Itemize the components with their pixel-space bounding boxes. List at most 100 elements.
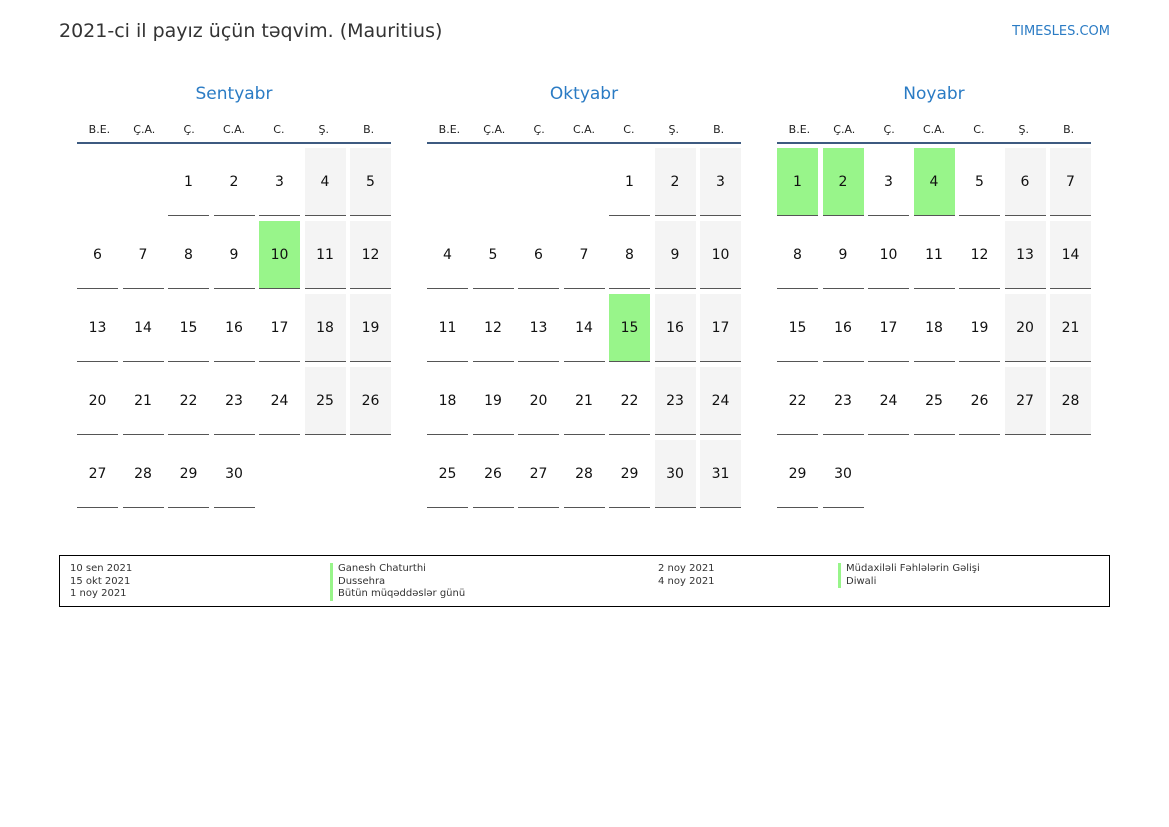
- day-cell[interactable]: 29: [168, 440, 209, 508]
- day-cell[interactable]: 21: [122, 367, 164, 435]
- day-cell[interactable]: 16: [822, 294, 864, 362]
- day-cell[interactable]: 14: [122, 294, 164, 362]
- day-cell[interactable]: 19: [472, 367, 514, 435]
- legend-entry: 2 noy 2021: [658, 563, 715, 574]
- day-cell[interactable]: 11: [427, 294, 468, 362]
- day-cell[interactable]: 28: [563, 440, 605, 508]
- day-cell[interactable]: 21: [1050, 294, 1091, 362]
- day-cell[interactable]: 22: [609, 367, 650, 435]
- holiday-day-cell[interactable]: 2: [822, 148, 864, 216]
- day-cell[interactable]: 16: [654, 294, 696, 362]
- day-cell[interactable]: 17: [259, 294, 300, 362]
- day-cell[interactable]: 14: [1050, 221, 1091, 289]
- day-cell[interactable]: 8: [777, 221, 818, 289]
- weekday-label: C.A.: [573, 122, 596, 136]
- day-cell[interactable]: 2: [654, 148, 696, 216]
- day-cell[interactable]: 26: [350, 367, 391, 435]
- weekday-label: C.: [273, 122, 285, 136]
- day-cell[interactable]: 17: [700, 294, 741, 362]
- holiday-day-cell[interactable]: 15: [609, 294, 650, 362]
- day-cell[interactable]: 6: [77, 221, 118, 289]
- day-cell[interactable]: 30: [213, 440, 255, 508]
- day-cell[interactable]: 30: [822, 440, 864, 508]
- day-cell[interactable]: 25: [913, 367, 955, 435]
- day-cell[interactable]: 10: [868, 221, 909, 289]
- day-cell[interactable]: 8: [609, 221, 650, 289]
- day-cell[interactable]: 18: [913, 294, 955, 362]
- day-cell[interactable]: 14: [563, 294, 605, 362]
- day-cell[interactable]: 4: [427, 221, 468, 289]
- page-title: 2021-ci il payız üçün təqvim. (Mauritius…: [59, 20, 443, 42]
- day-cell[interactable]: 12: [959, 221, 1000, 289]
- day-cell[interactable]: 26: [959, 367, 1000, 435]
- day-cell[interactable]: 3: [259, 148, 300, 216]
- day-cell[interactable]: 13: [1004, 221, 1046, 289]
- day-cell[interactable]: 9: [822, 221, 864, 289]
- day-cell[interactable]: 1: [609, 148, 650, 216]
- holiday-day-cell[interactable]: 10: [259, 221, 300, 289]
- month-name: Oktyabr: [549, 84, 619, 104]
- day-cell[interactable]: 1: [168, 148, 209, 216]
- day-cell[interactable]: 7: [1050, 148, 1091, 216]
- day-cell[interactable]: 11: [913, 221, 955, 289]
- day-cell[interactable]: 24: [868, 367, 909, 435]
- day-cell[interactable]: 19: [959, 294, 1000, 362]
- day-cell[interactable]: 20: [518, 367, 559, 435]
- day-cell[interactable]: 27: [518, 440, 559, 508]
- day-cell[interactable]: 18: [427, 367, 468, 435]
- day-cell[interactable]: 8: [168, 221, 209, 289]
- day-cell[interactable]: 19: [350, 294, 391, 362]
- day-cell[interactable]: 9: [213, 221, 255, 289]
- day-cell[interactable]: 6: [518, 221, 559, 289]
- day-cell[interactable]: 11: [304, 221, 346, 289]
- day-cell[interactable]: 30: [654, 440, 696, 508]
- day-cell[interactable]: 29: [777, 440, 818, 508]
- day-cell[interactable]: 22: [168, 367, 209, 435]
- day-cell[interactable]: 18: [304, 294, 346, 362]
- day-cell[interactable]: 7: [122, 221, 164, 289]
- day-cell[interactable]: 15: [168, 294, 209, 362]
- day-cell[interactable]: 23: [213, 367, 255, 435]
- day-cell[interactable]: 25: [427, 440, 468, 508]
- day-cell[interactable]: 27: [1004, 367, 1046, 435]
- legend-entry: 15 okt 2021: [70, 575, 131, 587]
- day-cell[interactable]: 29: [609, 440, 650, 508]
- day-cell[interactable]: 22: [777, 367, 818, 435]
- day-cell[interactable]: 23: [654, 367, 696, 435]
- day-cell[interactable]: 26: [472, 440, 514, 508]
- day-cell[interactable]: 12: [350, 221, 391, 289]
- day-cell[interactable]: 7: [563, 221, 605, 289]
- brand-link[interactable]: TIMESLES.COM: [1012, 24, 1110, 39]
- day-cell[interactable]: 5: [350, 148, 391, 216]
- day-cell[interactable]: 5: [472, 221, 514, 289]
- holiday-day-cell[interactable]: 1: [777, 148, 818, 216]
- day-cell[interactable]: 20: [1004, 294, 1046, 362]
- day-cell[interactable]: 24: [700, 367, 741, 435]
- day-cell[interactable]: 3: [700, 148, 741, 216]
- day-cell[interactable]: 28: [1050, 367, 1091, 435]
- day-cell[interactable]: 13: [518, 294, 559, 362]
- day-cell[interactable]: 27: [77, 440, 118, 508]
- day-cell[interactable]: 5: [959, 148, 1000, 216]
- day-cell[interactable]: 6: [1004, 148, 1046, 216]
- day-cell[interactable]: 9: [654, 221, 696, 289]
- day-cell[interactable]: 21: [563, 367, 605, 435]
- day-cell[interactable]: 20: [77, 367, 118, 435]
- day-cell[interactable]: 28: [122, 440, 164, 508]
- weekday-label: Ş.: [1018, 122, 1029, 136]
- holiday-day-cell[interactable]: 4: [913, 148, 955, 216]
- day-cell[interactable]: 4: [304, 148, 346, 216]
- day-cell[interactable]: 12: [472, 294, 514, 362]
- day-cell[interactable]: 13: [77, 294, 118, 362]
- day-cell[interactable]: 24: [259, 367, 300, 435]
- day-cell[interactable]: 2: [213, 148, 255, 216]
- day-cell[interactable]: 15: [777, 294, 818, 362]
- day-cell[interactable]: 31: [700, 440, 741, 508]
- day-cell[interactable]: 16: [213, 294, 255, 362]
- day-cell[interactable]: 17: [868, 294, 909, 362]
- legend-entry: 4 noy 2021: [658, 575, 715, 587]
- day-cell[interactable]: 3: [868, 148, 909, 216]
- day-cell[interactable]: 10: [700, 221, 741, 289]
- day-cell[interactable]: 25: [304, 367, 346, 435]
- day-cell[interactable]: 23: [822, 367, 864, 435]
